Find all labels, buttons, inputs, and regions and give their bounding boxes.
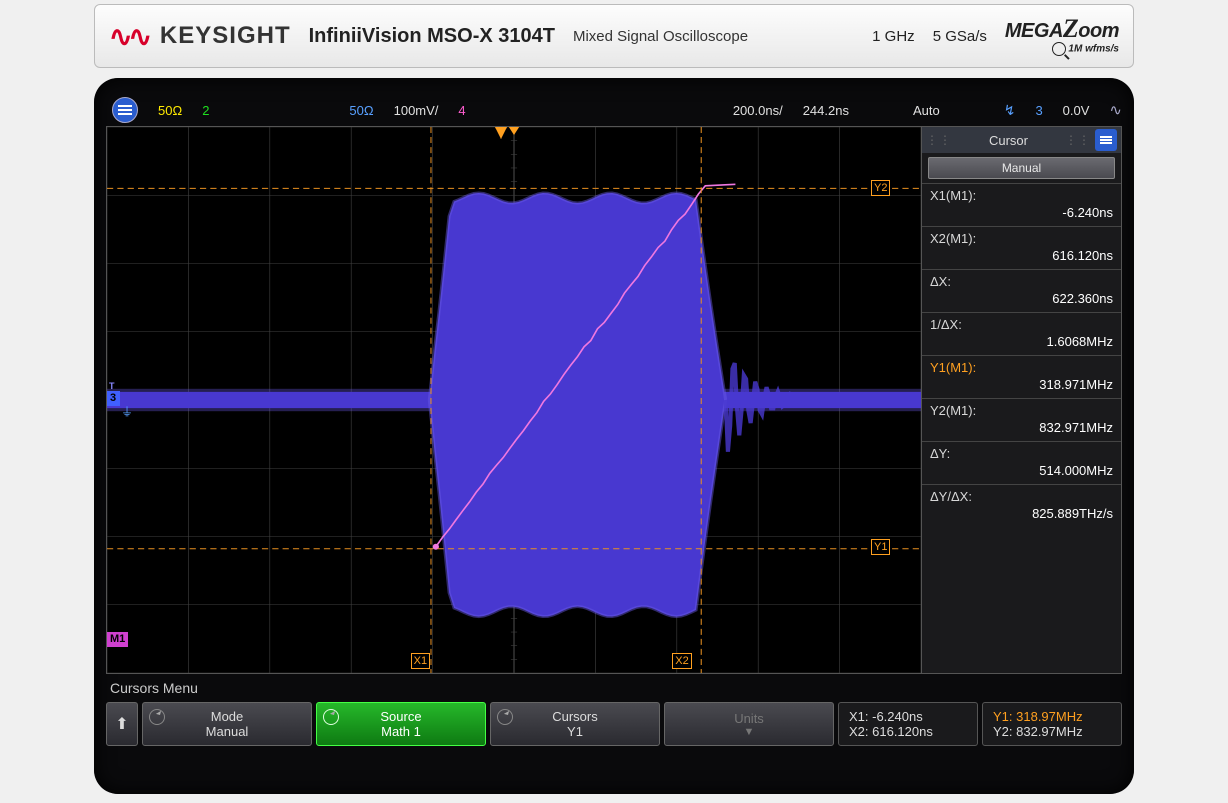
top-readout-bar: 50Ω 2 50Ω 100mV/ 4 200.0ns/ 244.2ns Auto… xyxy=(106,98,1122,122)
subtitle-text: Mixed Signal Oscilloscope xyxy=(573,28,748,45)
keysight-logo-icon: ∿∿ xyxy=(109,20,148,53)
y1-readout: Y1: 318.97MHz xyxy=(993,709,1111,724)
waveform-display[interactable]: 3T M1 X1 X2 Y1 Y2 ⏚ xyxy=(106,126,922,674)
measurement-label: Y2(M1): xyxy=(930,403,1113,418)
softkey-label: Cursors xyxy=(552,709,598,724)
measurement-row: X2(M1):616.120ns xyxy=(922,226,1121,269)
y2-readout: Y2: 832.97MHz xyxy=(993,724,1111,739)
knob-icon xyxy=(497,709,513,725)
cursors-softkey[interactable]: Cursors Y1 xyxy=(490,702,660,746)
side-panel-title: Cursor xyxy=(956,133,1061,148)
m1-reference-tag: M1 xyxy=(107,632,128,647)
measurement-row: X1(M1):-6.240ns xyxy=(922,183,1121,226)
x1-cursor-tag: X1 xyxy=(411,653,430,669)
megazoom-logo: MEGAZoom 1M wfms/s xyxy=(1005,16,1119,56)
trigger-level[interactable]: 0.0V xyxy=(1063,103,1090,118)
app-frame: ∿∿ KEYSIGHT InfiniiVision MSO-X 3104T Mi… xyxy=(0,0,1228,803)
knob-icon xyxy=(323,709,339,725)
brand-text: KEYSIGHT xyxy=(160,22,291,50)
y-cursor-readout: Y1: 318.97MHz Y2: 832.97MHz xyxy=(982,702,1122,746)
model-text: InfiniiVision MSO-X 3104T xyxy=(309,25,555,48)
drag-grip-icon[interactable]: ⋮⋮ xyxy=(926,133,952,147)
main-area: 3T M1 X1 X2 Y1 Y2 ⏚ ⋮⋮ Cursor ⋮⋮ Manual … xyxy=(106,126,1122,674)
softkey-label: Mode xyxy=(211,709,244,724)
y2-cursor-tag: Y2 xyxy=(871,180,890,196)
trigger-channel[interactable]: 3 xyxy=(1035,103,1042,118)
measurement-row: Y1(M1):318.971MHz xyxy=(922,355,1121,398)
measurement-value: 616.120ns xyxy=(930,246,1113,267)
measurement-row: ΔY/ΔX:825.889THz/s xyxy=(922,484,1121,527)
measurement-label: ΔY/ΔX: xyxy=(930,489,1113,504)
time-per-div[interactable]: 200.0ns/ xyxy=(733,103,783,118)
measurement-row: ΔX:622.360ns xyxy=(922,269,1121,312)
x2-readout: X2: 616.120ns xyxy=(849,724,967,739)
ground-icon: ⏚ xyxy=(121,403,133,420)
menu-title: Cursors Menu xyxy=(106,674,1122,698)
measurement-label: X1(M1): xyxy=(930,188,1113,203)
cursor-mode-button[interactable]: Manual xyxy=(928,157,1115,179)
y1-cursor-tag: Y1 xyxy=(871,539,890,555)
measurement-value: -6.240ns xyxy=(930,203,1113,224)
ch4-label[interactable]: 4 xyxy=(458,103,465,118)
x2-cursor-tag: X2 xyxy=(672,653,691,669)
header-bar: ∿∿ KEYSIGHT InfiniiVision MSO-X 3104T Mi… xyxy=(94,4,1134,68)
ch2-label[interactable]: 2 xyxy=(202,103,209,118)
measurement-label: ΔX: xyxy=(930,274,1113,289)
main-menu-button[interactable] xyxy=(112,97,138,123)
measurement-label: X2(M1): xyxy=(930,231,1113,246)
knob-icon xyxy=(149,709,165,725)
acquisition-mode[interactable]: Auto xyxy=(913,103,940,118)
bandwidth-text: 1 GHz xyxy=(872,28,915,45)
softkey-value: Math 1 xyxy=(381,724,421,739)
measurement-row: ΔY:514.000MHz xyxy=(922,441,1121,484)
side-menu-button[interactable] xyxy=(1095,129,1117,151)
back-button[interactable]: ⬆ xyxy=(106,702,138,746)
ch3-reference-tag: 3T xyxy=(107,391,120,406)
softkey-value: Y1 xyxy=(567,724,583,739)
softkey-value: Manual xyxy=(206,724,249,739)
measurement-label: Y1(M1): xyxy=(930,360,1113,375)
magnifier-icon xyxy=(1052,42,1066,56)
scope-body: 50Ω 2 50Ω 100mV/ 4 200.0ns/ 244.2ns Auto… xyxy=(94,78,1134,794)
ch1-impedance[interactable]: 50Ω xyxy=(158,103,182,118)
softkey-label: Units xyxy=(734,711,764,726)
units-softkey: Units ▼ xyxy=(664,702,834,746)
volts-per-div[interactable]: 100mV/ xyxy=(394,103,439,118)
ch3-impedance[interactable]: 50Ω xyxy=(349,103,373,118)
dropdown-icon: ▼ xyxy=(744,726,755,738)
trigger-edge-icon[interactable]: ↯ xyxy=(1004,102,1016,119)
measurement-value: 318.971MHz xyxy=(930,375,1113,396)
measurement-value: 832.971MHz xyxy=(930,418,1113,439)
measurement-row: Y2(M1):832.971MHz xyxy=(922,398,1121,441)
measurement-value: 1.6068MHz xyxy=(930,332,1113,353)
measurement-label: ΔY: xyxy=(930,446,1113,461)
time-position[interactable]: 244.2ns xyxy=(803,103,849,118)
x1-readout: X1: -6.240ns xyxy=(849,709,967,724)
samplerate-text: 5 GSa/s xyxy=(933,28,987,45)
measurement-value: 825.889THz/s xyxy=(930,504,1113,525)
softkey-label: Source xyxy=(380,709,421,724)
side-panel-header: ⋮⋮ Cursor ⋮⋮ xyxy=(922,127,1121,153)
mode-softkey[interactable]: Mode Manual xyxy=(142,702,312,746)
softkey-bar: ⬆ Mode Manual Source Math 1 Cursors Y1 U… xyxy=(106,702,1122,746)
measurement-value: 622.360ns xyxy=(930,289,1113,310)
x-cursor-readout: X1: -6.240ns X2: 616.120ns xyxy=(838,702,978,746)
measurement-value: 514.000MHz xyxy=(930,461,1113,482)
drag-grip-icon[interactable]: ⋮⋮ xyxy=(1065,133,1091,147)
measurement-row: 1/ΔX:1.6068MHz xyxy=(922,312,1121,355)
cursor-side-panel: ⋮⋮ Cursor ⋮⋮ Manual X1(M1):-6.240nsX2(M1… xyxy=(922,126,1122,674)
source-softkey[interactable]: Source Math 1 xyxy=(316,702,486,746)
measurement-label: 1/ΔX: xyxy=(930,317,1113,332)
waveform-icon[interactable]: ∿ xyxy=(1109,101,1122,119)
